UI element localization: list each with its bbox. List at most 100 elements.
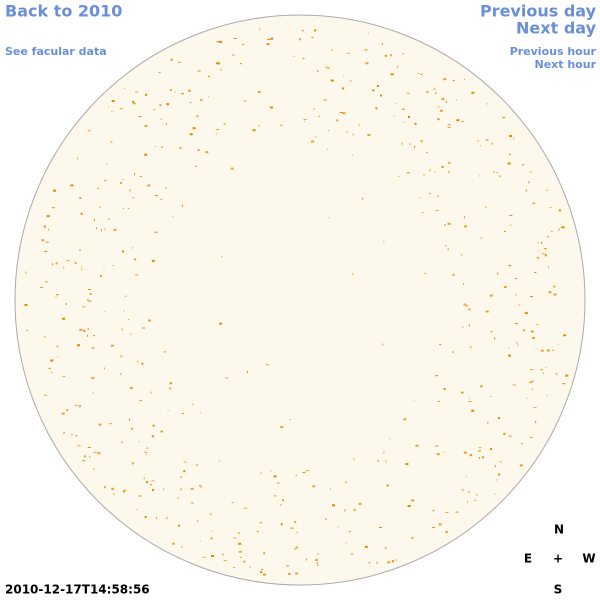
facula: [166, 517, 168, 520]
facula: [124, 295, 127, 297]
facula: [87, 130, 91, 132]
facula: [93, 468, 95, 470]
facula: [541, 241, 543, 244]
facula: [76, 157, 78, 160]
facula: [83, 329, 86, 332]
facula: [238, 532, 240, 535]
facula: [443, 78, 447, 81]
facula: [486, 103, 488, 105]
facula: [200, 485, 202, 488]
facula: [282, 499, 284, 502]
facula: [89, 455, 91, 458]
facula: [543, 248, 547, 250]
facula: [478, 450, 481, 452]
facula: [50, 359, 54, 362]
facula: [530, 380, 534, 382]
facula: [484, 206, 487, 208]
facula: [130, 427, 133, 430]
facula: [365, 62, 369, 65]
facula: [223, 123, 226, 125]
facula: [384, 547, 387, 549]
facula: [153, 109, 156, 110]
facula: [112, 265, 114, 267]
previous-day-link[interactable]: Previous day: [480, 2, 597, 21]
facula: [98, 423, 102, 426]
back-link[interactable]: Back to 2010: [5, 2, 122, 21]
facula: [555, 373, 558, 375]
facula: [469, 398, 470, 400]
facula: [53, 189, 56, 192]
facula: [353, 508, 356, 511]
timestamp: 2010-12-17T14:58:56: [5, 583, 150, 597]
facula: [181, 412, 184, 414]
facula: [192, 127, 196, 130]
facula: [387, 561, 391, 564]
next-day-link[interactable]: Next day: [516, 19, 597, 38]
facula: [172, 216, 174, 218]
facula: [144, 153, 148, 156]
facula: [491, 142, 493, 145]
facula: [79, 405, 81, 408]
facula: [419, 197, 421, 199]
facula: [183, 461, 187, 463]
facula: [106, 163, 108, 165]
facula: [485, 310, 489, 313]
facula: [277, 482, 280, 484]
facula: [169, 382, 172, 385]
facula: [464, 78, 465, 80]
facula: [279, 504, 282, 506]
facula: [87, 446, 91, 448]
facula: [331, 48, 333, 51]
facula: [192, 403, 194, 406]
facula: [120, 373, 122, 376]
facula: [128, 207, 130, 209]
facula: [200, 412, 202, 414]
facula: [524, 312, 528, 315]
facula: [113, 228, 117, 231]
facula: [145, 93, 148, 96]
facula: [558, 228, 560, 231]
facula: [135, 91, 139, 93]
facula: [179, 147, 182, 150]
facula: [535, 348, 537, 350]
facula: [406, 172, 410, 174]
facula: [65, 303, 67, 305]
facula: [98, 206, 101, 208]
facula: [339, 112, 343, 113]
facula: [471, 91, 475, 94]
facula: [266, 43, 268, 45]
facula: [295, 546, 298, 549]
facula: [107, 106, 109, 108]
facular-link[interactable]: See facular data: [5, 45, 107, 58]
facula: [512, 384, 516, 386]
facula: [393, 115, 395, 117]
facula: [256, 531, 259, 533]
facula: [545, 367, 547, 369]
facula: [447, 127, 451, 128]
facula: [437, 195, 439, 198]
facula: [231, 502, 234, 503]
facula: [259, 522, 263, 524]
facula: [468, 491, 470, 494]
facula: [231, 54, 235, 56]
facula: [238, 542, 242, 545]
facula: [63, 431, 65, 434]
facula: [81, 269, 83, 270]
facula: [444, 224, 446, 226]
facula: [533, 407, 537, 409]
facula: [41, 239, 44, 242]
facula: [330, 488, 331, 490]
facula: [180, 546, 183, 548]
facula: [390, 54, 393, 57]
facula: [134, 258, 137, 261]
facula: [317, 553, 319, 556]
facula: [267, 38, 270, 40]
next-hour-link[interactable]: Next hour: [535, 58, 597, 71]
facula: [219, 322, 223, 325]
facula: [464, 451, 467, 454]
previous-hour-link[interactable]: Previous hour: [510, 45, 597, 58]
facula: [562, 383, 566, 385]
facula: [499, 461, 502, 463]
facula: [221, 554, 224, 556]
facula: [362, 197, 364, 200]
